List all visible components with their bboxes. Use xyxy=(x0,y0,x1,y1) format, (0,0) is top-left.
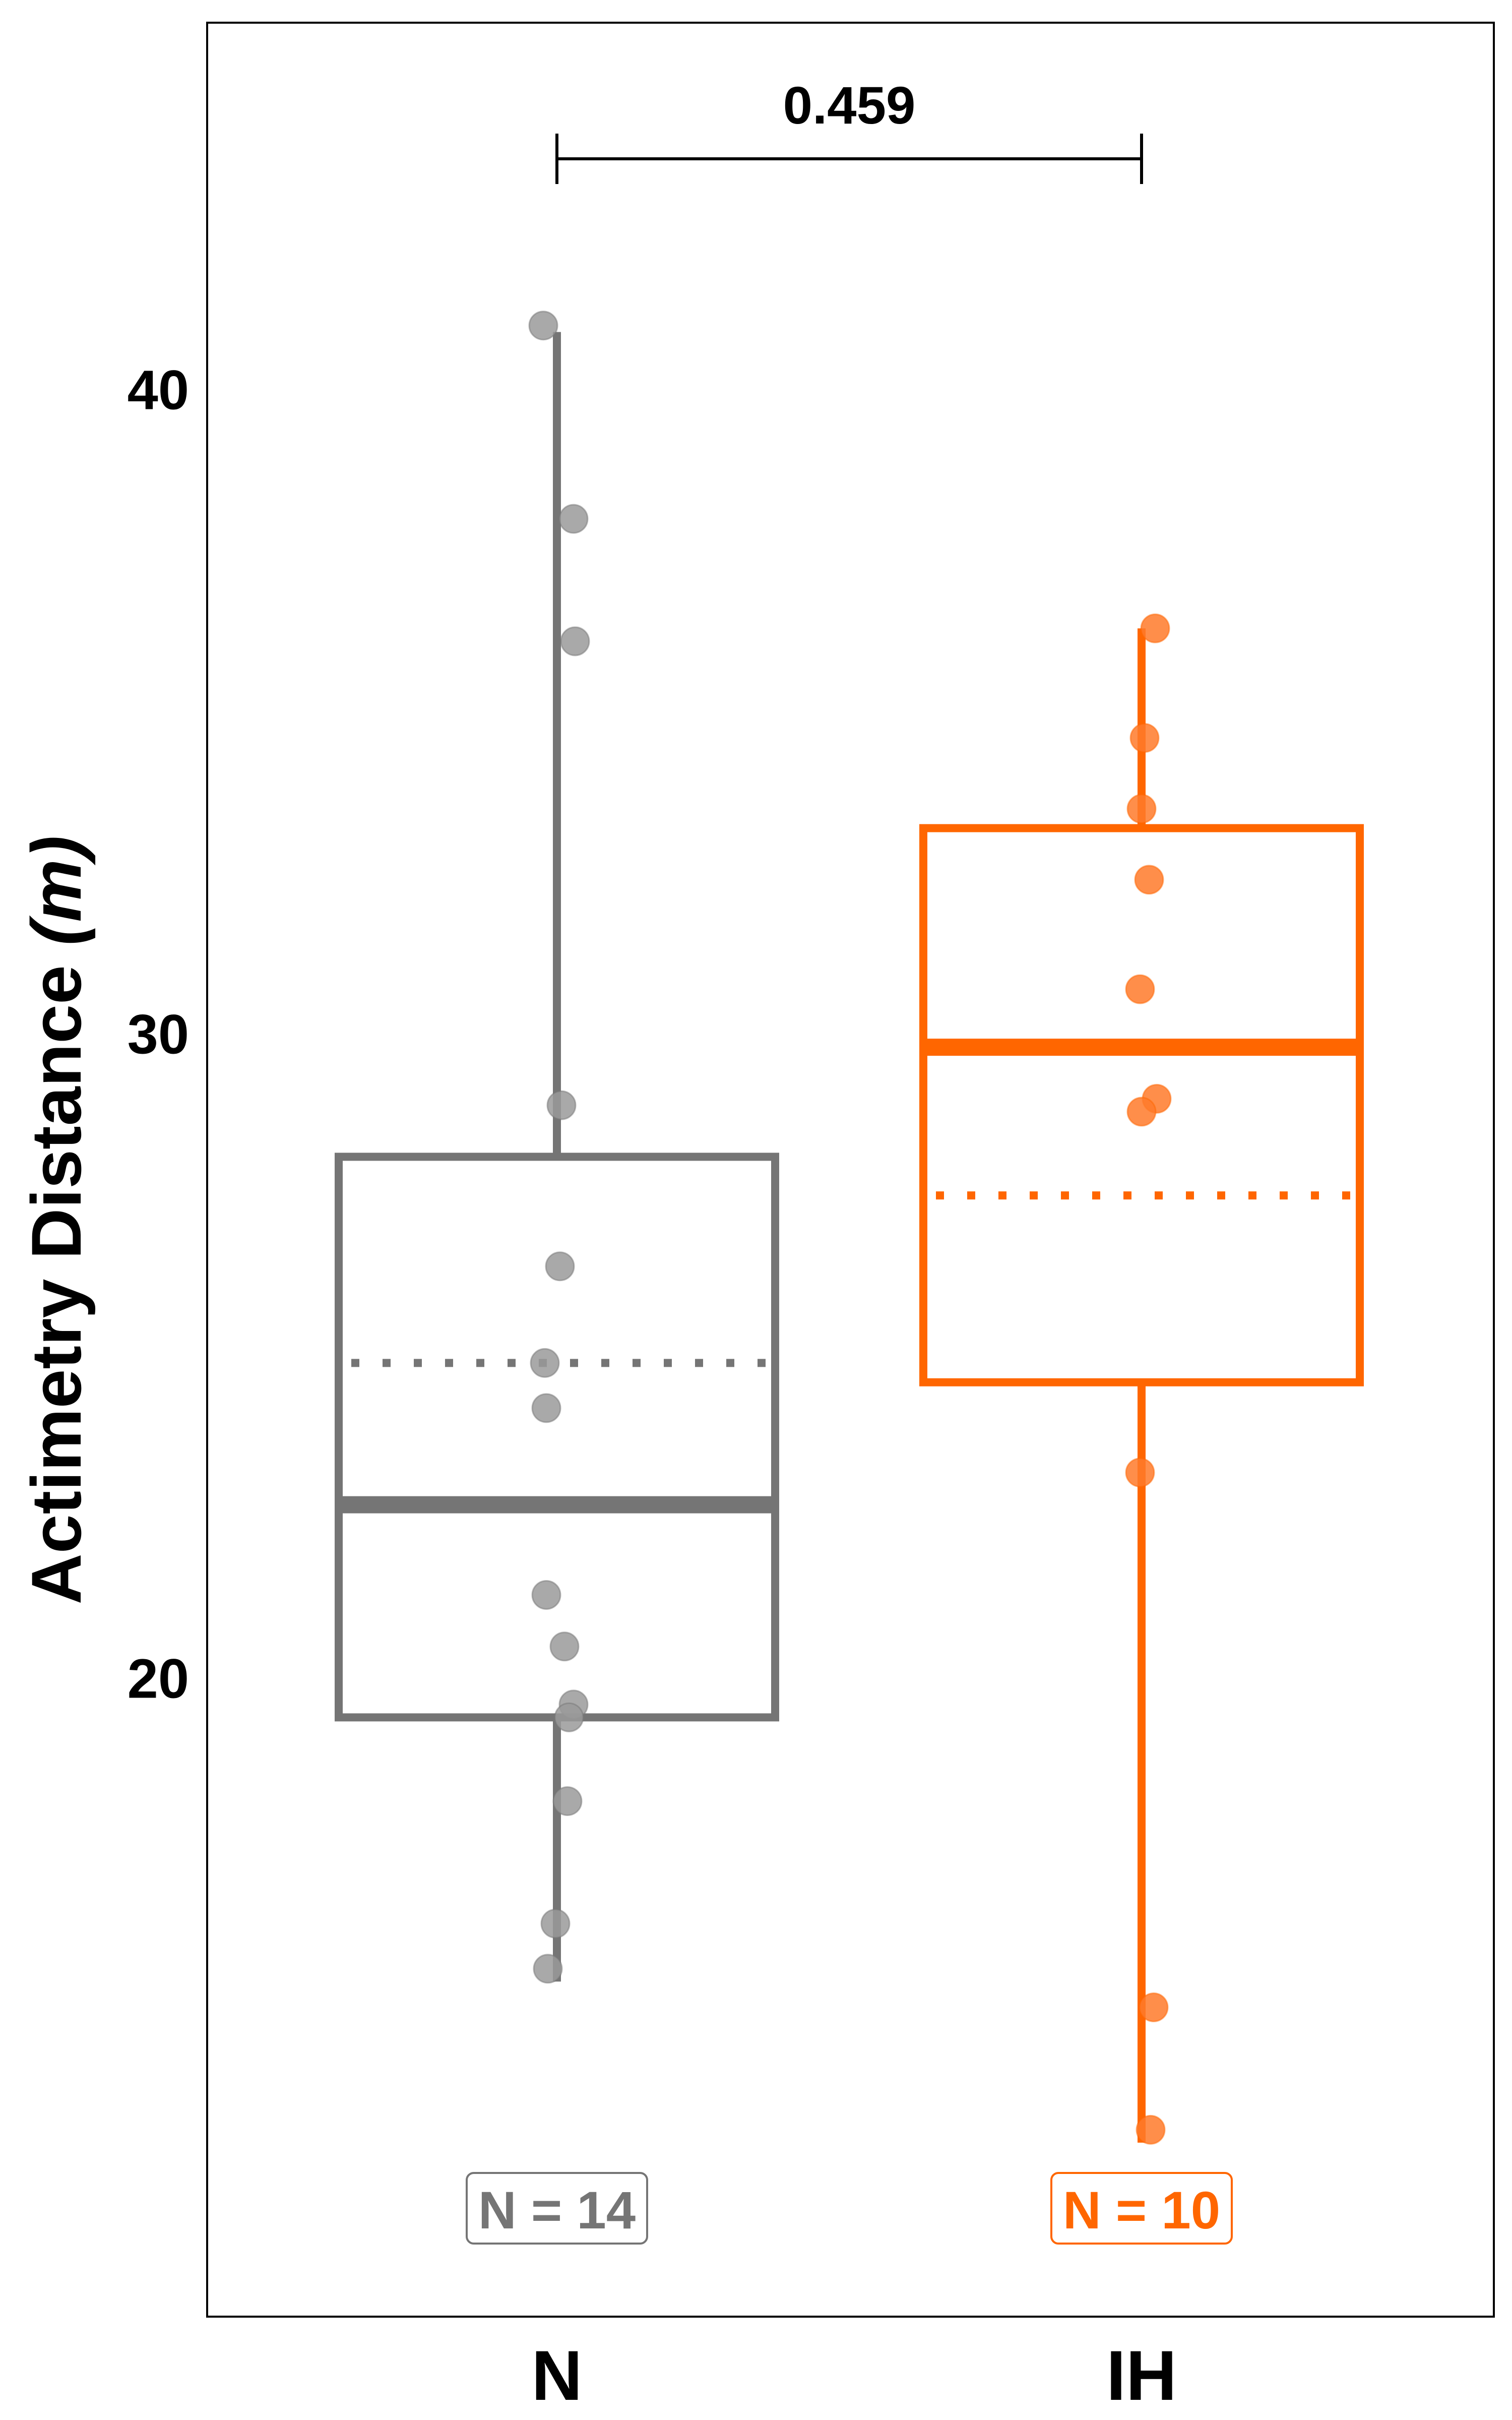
data-point xyxy=(549,1631,580,1662)
plot-frame xyxy=(206,22,1495,2318)
y-tick-label: 30 xyxy=(128,1004,189,1066)
data-point xyxy=(531,1393,561,1423)
data-point xyxy=(533,1954,563,1984)
data-point xyxy=(545,1251,575,1282)
box-ih xyxy=(919,824,1364,1386)
data-point xyxy=(1126,794,1157,824)
data-point xyxy=(1125,974,1155,1004)
data-point xyxy=(540,1908,571,1939)
data-point xyxy=(530,1348,560,1378)
data-point xyxy=(560,626,590,656)
data-point xyxy=(546,1090,577,1120)
n-label: N = 10 xyxy=(1063,2181,1220,2240)
data-point xyxy=(1134,865,1164,895)
x-category-label: IH xyxy=(1106,2336,1177,2415)
data-point xyxy=(528,311,558,341)
data-point xyxy=(1136,2114,1166,2145)
y-tick-label: 40 xyxy=(128,359,189,421)
data-point xyxy=(552,1786,583,1817)
data-point xyxy=(1126,1097,1157,1127)
n-label-box xyxy=(466,2172,648,2245)
data-point xyxy=(1125,1458,1155,1488)
n-label-box xyxy=(1050,2172,1233,2245)
x-category-label: N xyxy=(531,2336,582,2415)
n-label: N = 14 xyxy=(478,2181,636,2240)
box-n xyxy=(335,1153,779,1722)
y-tick-label: 20 xyxy=(128,1648,189,1710)
y-axis-title: Actimetry Distance (m) xyxy=(17,836,96,1605)
data-point xyxy=(1129,723,1160,753)
data-point xyxy=(1139,1992,1169,2023)
data-point xyxy=(554,1702,584,1732)
data-point xyxy=(531,1580,561,1610)
data-point xyxy=(558,504,589,534)
data-point xyxy=(1140,613,1170,643)
p-value-label: 0.459 xyxy=(783,76,916,135)
